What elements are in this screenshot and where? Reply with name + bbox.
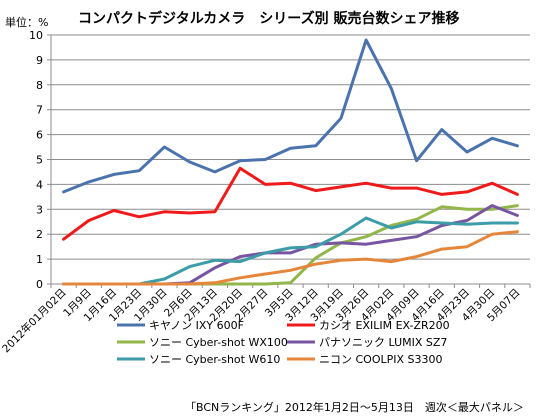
series-line-5 bbox=[62, 230, 519, 286]
y-tick-label: 10 bbox=[29, 29, 43, 42]
y-axis-unit-label: 単位：% bbox=[5, 15, 48, 29]
series-layer bbox=[62, 38, 519, 286]
series-line-1 bbox=[62, 166, 519, 241]
legend: キヤノン IXY 600F カシオ EXILIM EX-ZR200 ソニー Cybe… bbox=[117, 319, 450, 366]
legend-label-1: カシオ EXILIM EX-ZR200 bbox=[319, 319, 450, 332]
legend-label-2: ソニー Cyber-shot WX100 bbox=[149, 336, 288, 349]
series-line-2 bbox=[62, 204, 519, 286]
y-tick-label: 7 bbox=[36, 104, 43, 117]
legend-label-3: パナソニック LUMIX SZ7 bbox=[319, 336, 447, 349]
y-tick-label: 8 bbox=[36, 79, 43, 92]
legend-label-0: キヤノン IXY 600F bbox=[149, 319, 244, 332]
chart-title: コンパクトデジタルカメラ シリーズ別 販売台数シェア推移 bbox=[78, 10, 459, 27]
series-line-4 bbox=[62, 216, 519, 286]
y-tick-label: 4 bbox=[36, 178, 43, 191]
y-tick-label: 2 bbox=[36, 228, 43, 241]
y-tick-label: 6 bbox=[36, 129, 43, 142]
axis-layer: 0123456789102012年01月02日1月9日1月16日1月23日1月3… bbox=[0, 29, 531, 355]
legend-label-4: ソニー Cyber-shot W610 bbox=[149, 353, 280, 366]
y-tick-label: 0 bbox=[36, 278, 43, 291]
y-tick-label: 5 bbox=[36, 154, 43, 167]
series-line-0 bbox=[62, 38, 519, 194]
legend-label-5: ニコン COOLPIX S3300 bbox=[319, 353, 443, 366]
series-line-3 bbox=[62, 204, 519, 286]
y-tick-label: 9 bbox=[36, 54, 43, 67]
y-tick-label: 3 bbox=[36, 203, 43, 216]
y-tick-label: 1 bbox=[36, 253, 43, 266]
x-tick-label: 2012年01月02日 bbox=[0, 286, 69, 355]
source-note: 「BCNランキング」2012年1月2日～5月13日 週次＜最大パネル＞ bbox=[185, 400, 524, 414]
